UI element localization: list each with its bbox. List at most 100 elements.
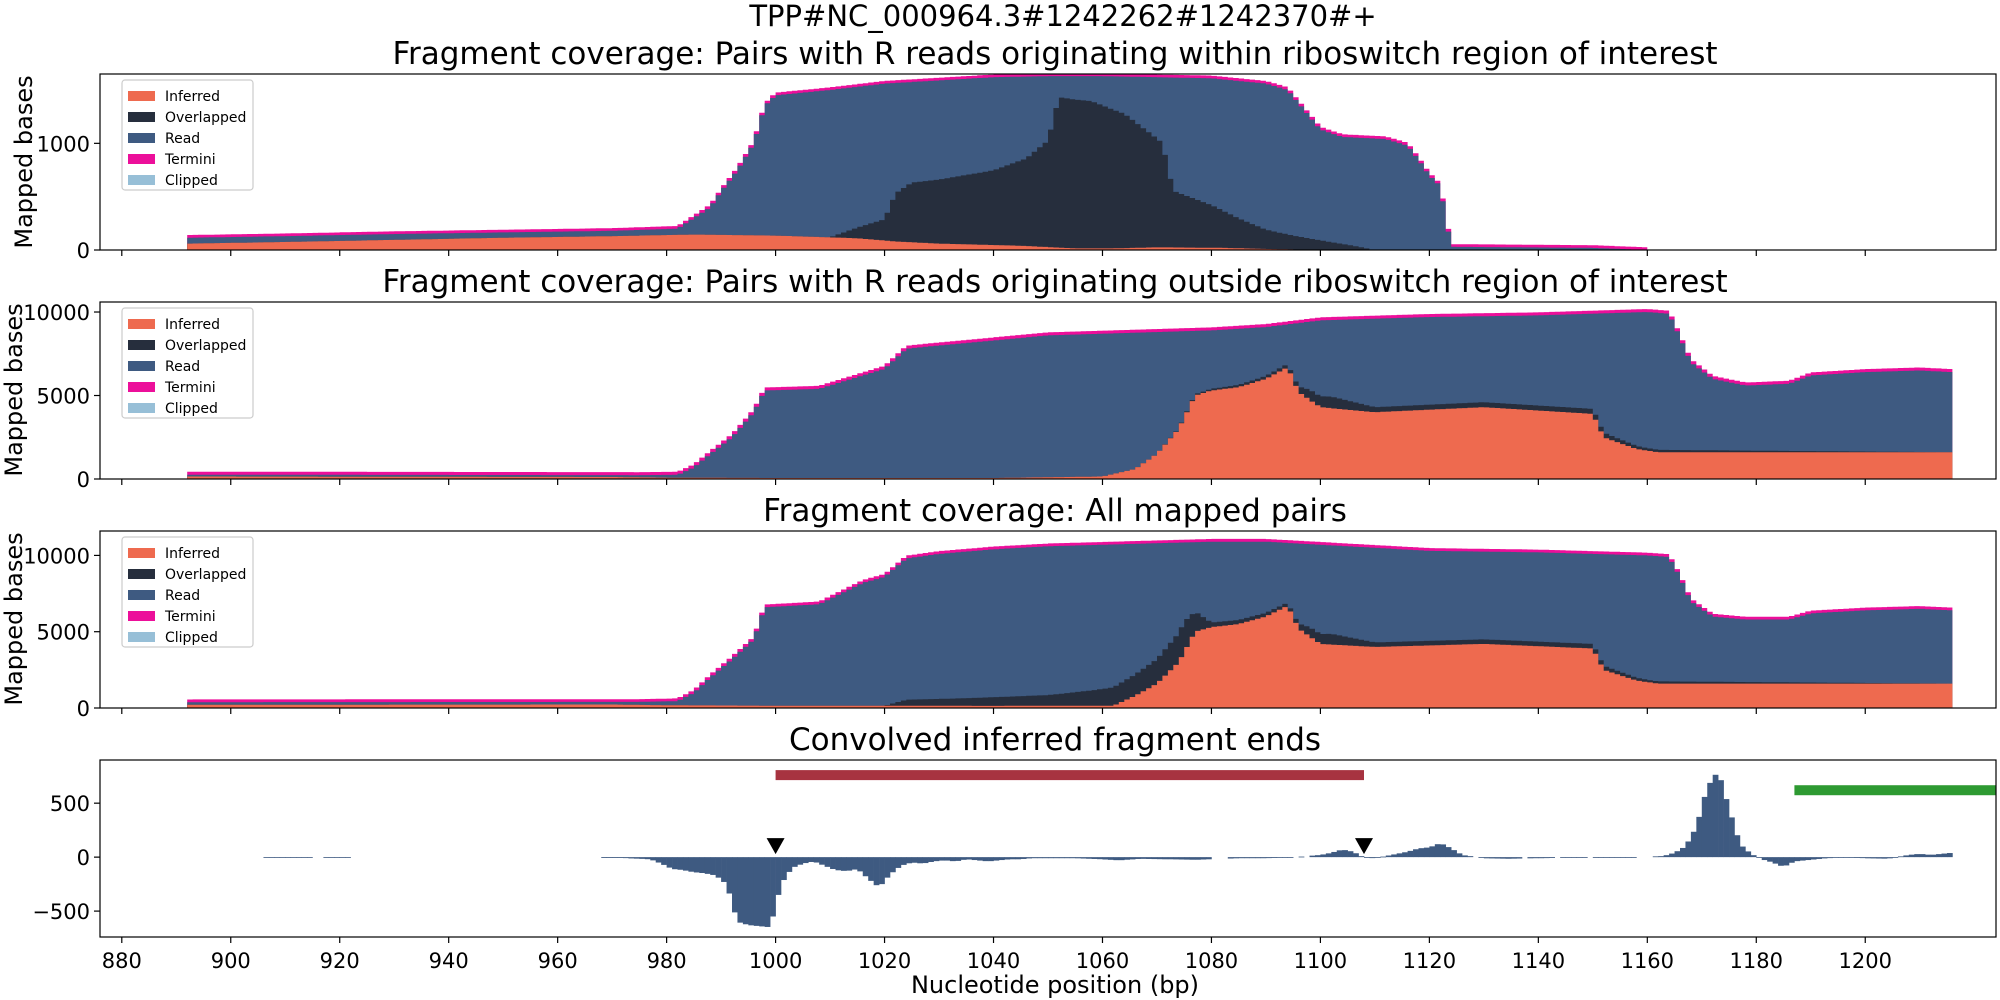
convolved-bar xyxy=(791,857,798,867)
convolved-bar xyxy=(1265,857,1272,859)
convolved-bar xyxy=(1543,857,1550,859)
convolved-bar xyxy=(813,857,820,863)
convolved-bar xyxy=(1287,857,1294,858)
legend-swatch-clipped xyxy=(128,632,155,642)
convolved-bar xyxy=(1663,855,1670,858)
legend-swatch-termini xyxy=(128,611,155,621)
convolved-bar xyxy=(862,857,869,877)
inferred-area xyxy=(187,234,1953,250)
convolved-bar xyxy=(1053,857,1060,859)
convolved-bar xyxy=(1451,850,1457,858)
convolved-bar xyxy=(1271,857,1278,858)
convolved-bar xyxy=(786,857,793,872)
convolved-bar xyxy=(928,857,934,862)
convolved-bar xyxy=(323,857,330,858)
convolved-bar xyxy=(1418,848,1425,858)
convolved-bar xyxy=(1391,854,1397,858)
convolved-bar xyxy=(1385,855,1392,858)
convolved-bar xyxy=(1298,856,1305,858)
legend-swatch-read xyxy=(128,590,155,600)
convolved-bar xyxy=(748,857,755,926)
panel-4-title: Convolved inferred fragment ends xyxy=(789,722,1321,758)
convolved-bar xyxy=(290,857,297,858)
convolved-bar xyxy=(732,857,738,913)
convolved-bar xyxy=(1020,857,1027,859)
convolved-bar xyxy=(1440,844,1447,858)
convolved-bar xyxy=(781,857,787,881)
convolved-bar xyxy=(1669,853,1675,858)
convolved-bar xyxy=(906,857,913,864)
convolved-bar xyxy=(1685,841,1692,858)
convolved-bar xyxy=(1260,857,1267,859)
convolved-bar xyxy=(1075,857,1081,859)
convolved-bar xyxy=(334,857,341,858)
convolved-bar xyxy=(971,857,978,861)
convolved-bar xyxy=(1690,831,1697,858)
convolved-bar xyxy=(1309,855,1316,858)
convolved-bar xyxy=(1712,774,1719,858)
convolved-bar xyxy=(1930,854,1937,858)
convolved-bar xyxy=(1516,857,1523,859)
convolved-bar xyxy=(617,857,624,858)
panel-3-xticks xyxy=(121,708,1866,714)
legend-label-inferred: Inferred xyxy=(165,317,220,333)
convolved-bar xyxy=(1189,857,1196,860)
convolved-bar xyxy=(1892,857,1899,858)
convolved-bar xyxy=(1527,857,1534,859)
x-tick-label: 980 xyxy=(647,949,687,973)
legend-label-inferred: Inferred xyxy=(165,89,220,105)
convolved-bar xyxy=(1478,857,1485,858)
overlapped-area xyxy=(187,97,1953,250)
x-tick-label: 1140 xyxy=(1512,949,1565,973)
convolved-bar xyxy=(1380,856,1387,858)
y-tick-label: 10000 xyxy=(23,301,90,325)
convolved-bar xyxy=(1206,857,1212,860)
convolved-bar xyxy=(775,857,782,895)
convolved-bar xyxy=(339,857,346,858)
convolved-bar xyxy=(1794,857,1801,862)
y-tick-label: 5000 xyxy=(37,621,90,645)
panel-2: Fragment coverage: Pairs with R reads or… xyxy=(0,264,1997,492)
convolved-bar xyxy=(830,857,836,870)
convolved-bar xyxy=(606,857,613,858)
convolved-bar xyxy=(846,857,853,871)
convolved-bar xyxy=(857,857,864,872)
convolved-bar xyxy=(1069,857,1076,859)
legend-label-termini: Termini xyxy=(164,380,216,396)
legend-label-read: Read xyxy=(165,588,200,604)
convolved-bar xyxy=(704,857,711,874)
convolved-bar xyxy=(1467,856,1474,858)
panel-3-plot xyxy=(187,538,1953,708)
convolved-bar xyxy=(933,857,940,862)
convolved-bar xyxy=(1658,856,1664,858)
convolved-bar xyxy=(939,857,945,861)
convolved-bar xyxy=(1674,851,1681,858)
convolved-bar xyxy=(851,857,858,870)
convolved-bar xyxy=(759,857,765,927)
convolved-bar xyxy=(296,857,302,858)
convolved-bar xyxy=(917,857,923,864)
convolved-bar xyxy=(1609,857,1615,858)
convolved-bar xyxy=(1701,796,1708,858)
convolved-bar xyxy=(1908,854,1915,858)
convolved-bar xyxy=(1718,780,1724,858)
convolved-bar xyxy=(672,857,678,870)
convolved-bar xyxy=(1571,857,1577,858)
convolved-bar xyxy=(988,857,994,862)
panel-2-plot xyxy=(187,309,1953,479)
legend-label-overlapped: Overlapped xyxy=(165,338,246,354)
panel-1-ylabel: Mapped bases xyxy=(10,75,38,248)
convolved-bar xyxy=(1505,857,1512,859)
convolved-bar xyxy=(1255,857,1261,859)
panel-1-title: Fragment coverage: Pairs with R reads or… xyxy=(392,36,1717,72)
convolved-bar xyxy=(677,857,684,870)
legend-swatch-overlapped xyxy=(128,340,155,350)
convolved-bar xyxy=(1881,857,1888,859)
convolved-bar xyxy=(1320,854,1327,858)
convolved-bar xyxy=(710,857,716,875)
convolved-bar xyxy=(1489,857,1496,859)
panel-2-title: Fragment coverage: Pairs with R reads or… xyxy=(382,264,1727,300)
convolved-bar xyxy=(993,857,1000,861)
panel-4-plot xyxy=(263,770,1996,927)
convolved-bar xyxy=(1936,854,1942,858)
